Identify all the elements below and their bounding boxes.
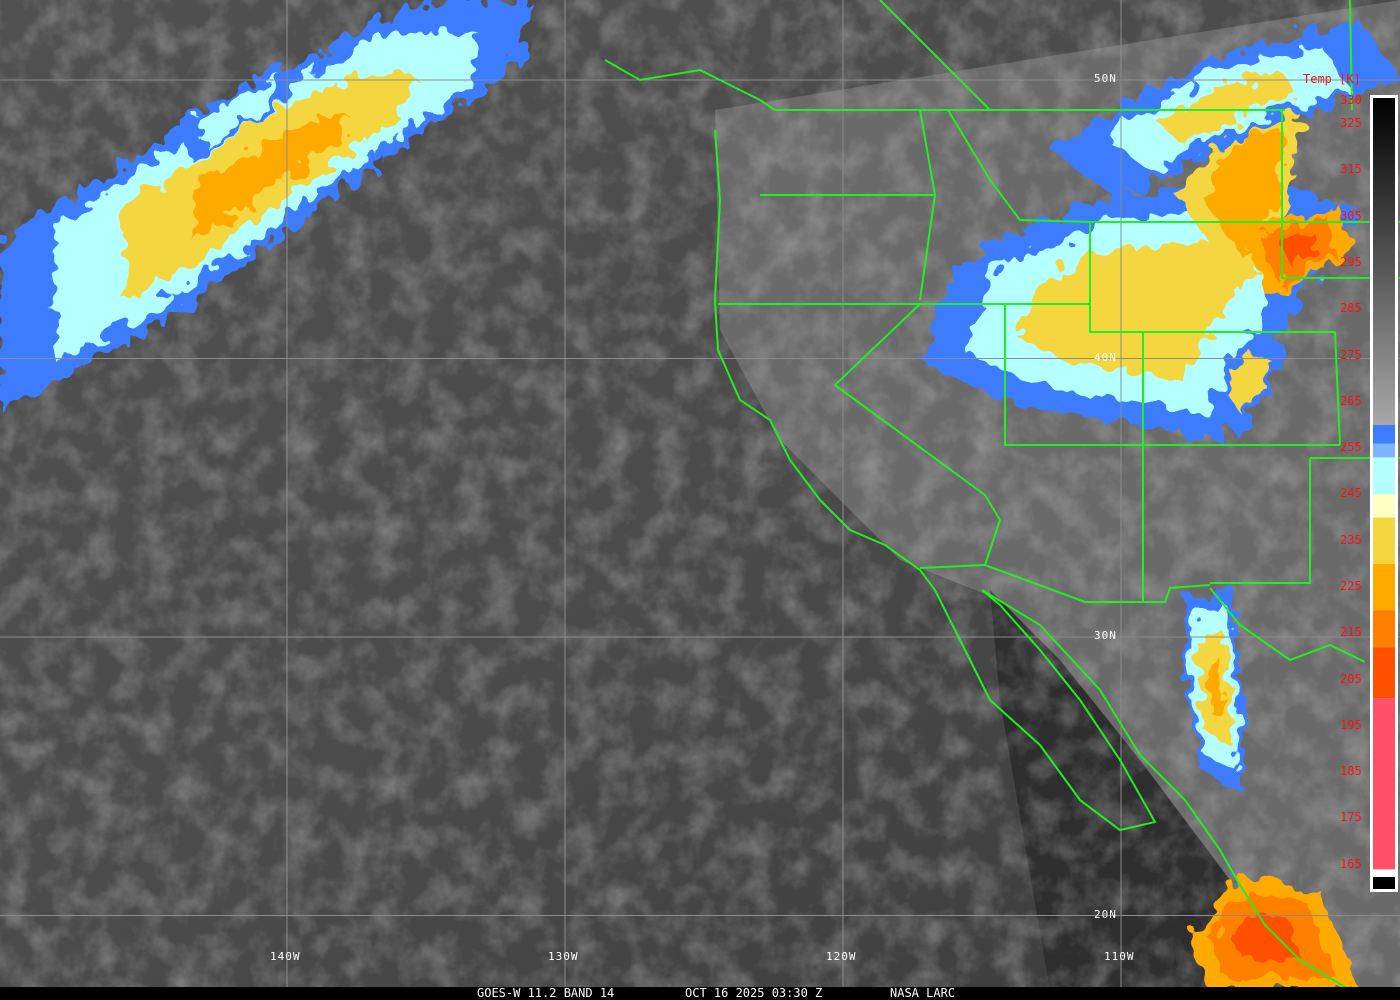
- colorbar-tick-label: 265: [1340, 393, 1362, 408]
- latitude-label: 40N: [1094, 350, 1117, 364]
- boundary-line: [1004, 304, 1340, 446]
- cloud-region: [1158, 72, 1298, 144]
- cloud-region: [1205, 656, 1224, 719]
- cloud-region: [1279, 231, 1318, 266]
- colorbar-tick-label: 235: [1340, 532, 1362, 547]
- boundary-line: [879, 0, 991, 111]
- image-caption: GOES-W 11.2 BAND 14 OCT 16 2025 03:30 Z …: [0, 987, 1400, 1000]
- colorbar-tick-label: 325: [1340, 116, 1362, 131]
- colorbar-tick-label: 305: [1340, 208, 1362, 223]
- boundary-line: [833, 303, 1002, 566]
- boundary-line: [1210, 458, 1311, 584]
- latitude-label: 30N: [1094, 629, 1117, 642]
- colorbar-tick-label: 330: [1340, 93, 1362, 107]
- caption-satellite-band: GOES-W 11.2 BAND 14: [477, 986, 615, 1000]
- colorbar-tick-label: 195: [1340, 717, 1362, 732]
- colorbar-tick-label: 185: [1340, 764, 1362, 779]
- colorbar-tick-label: 245: [1340, 486, 1362, 501]
- colorbar-tick-label: 315: [1340, 162, 1362, 177]
- colorbar-segment: [1373, 647, 1395, 699]
- colorbar-tick-label: 225: [1340, 579, 1362, 594]
- latitude-label: 20N: [1094, 907, 1117, 921]
- colorbar-segment: [1373, 517, 1395, 564]
- colorbar-tick-label: 255: [1340, 440, 1362, 455]
- colorbar-tick-label: 275: [1340, 347, 1362, 362]
- boundary-line: [919, 109, 937, 301]
- colorbar-segment: [1373, 457, 1395, 495]
- cloud-region: [1016, 237, 1259, 381]
- colorbar-segment: [1373, 563, 1395, 611]
- colorbar-end: [1373, 877, 1395, 889]
- colorbar-tick-label: 175: [1340, 810, 1362, 825]
- cloud-region: [1201, 132, 1285, 259]
- boundary-line: [1281, 110, 1400, 279]
- boundary-line: [981, 589, 1351, 991]
- temperature-colorbar: [1370, 95, 1398, 892]
- colorbar-gray-ramp: [1373, 98, 1395, 426]
- latitude-label: 50N: [1094, 72, 1117, 85]
- longitude-label: 120W: [826, 950, 857, 963]
- boundary-line: [713, 129, 1157, 832]
- colorbar-segment: [1373, 494, 1395, 518]
- cloud-region: [1225, 350, 1273, 416]
- colorbar-segment: [1373, 698, 1395, 870]
- colorbar-segment: [1373, 425, 1395, 444]
- boundary-line: [947, 109, 1091, 223]
- cloud-region: [191, 116, 351, 240]
- boundary-line: [1209, 587, 1366, 663]
- colorbar-tick-label: 215: [1340, 625, 1362, 640]
- colorbar-tick-label: 205: [1340, 671, 1362, 686]
- colorbar-tick-label: 295: [1340, 255, 1362, 269]
- cloud-region: [197, 75, 282, 146]
- longitude-label: 140W: [270, 950, 301, 963]
- colorbar-segment: [1373, 610, 1395, 648]
- colorbar-tick-label: 285: [1340, 301, 1362, 316]
- boundary-line: [1089, 222, 1341, 446]
- colorbar-tick-label: 165: [1340, 856, 1362, 871]
- longitude-label: 130W: [548, 950, 579, 963]
- colorbar-title: Temp [K]: [1303, 72, 1361, 86]
- boundary-line: [1349, 0, 1353, 111]
- boundary-line: [604, 59, 776, 111]
- boundary-line: [919, 563, 1211, 603]
- political-boundaries: [604, 0, 1400, 991]
- caption-datetime: OCT 16 2025 03:30 Z: [685, 986, 823, 1000]
- longitude-label: 110W: [1104, 950, 1135, 963]
- caption-credit: NASA LARC: [890, 986, 956, 1000]
- colorbar-segment: [1373, 443, 1395, 458]
